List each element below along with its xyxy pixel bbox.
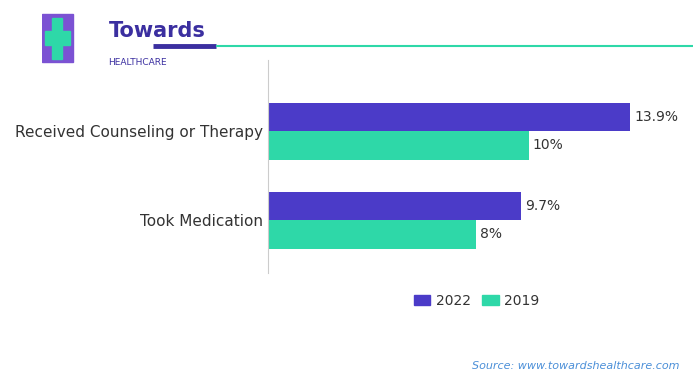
Text: HEALTHCARE: HEALTHCARE <box>108 58 167 67</box>
Text: 10%: 10% <box>533 138 564 152</box>
Bar <box>268 131 528 160</box>
Bar <box>52 18 62 58</box>
Bar <box>45 32 70 45</box>
Bar <box>42 13 73 62</box>
Bar <box>268 103 630 131</box>
Text: 13.9%: 13.9% <box>634 110 678 124</box>
Legend: 2022, 2019: 2022, 2019 <box>408 288 545 314</box>
Text: 8%: 8% <box>480 227 503 241</box>
Text: 9.7%: 9.7% <box>525 199 560 213</box>
Text: Towards: Towards <box>108 21 205 40</box>
Bar <box>268 220 477 249</box>
Text: Source: www.towardshealthcare.com: Source: www.towardshealthcare.com <box>472 361 679 371</box>
Bar <box>268 192 521 220</box>
